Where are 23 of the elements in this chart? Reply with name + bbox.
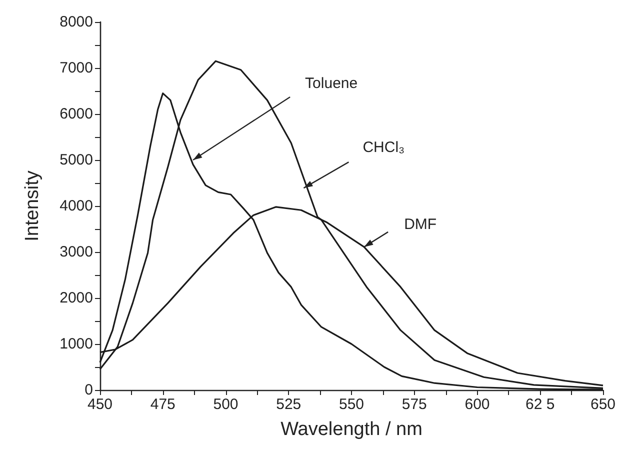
x-tick-label: 525 xyxy=(276,396,302,413)
y-tick-label: 7000 xyxy=(60,60,93,76)
x-tick-label: 575 xyxy=(402,396,427,413)
x-tick-label: 62 5 xyxy=(526,396,555,413)
annotation: Toluene xyxy=(305,75,358,92)
y-tick-label: 8000 xyxy=(60,14,93,30)
x-tick-label: 450 xyxy=(87,396,113,413)
y-tick-label: 5000 xyxy=(60,152,93,168)
x-axis-title: Wavelength / nm xyxy=(280,419,422,440)
x-tick-label: 650 xyxy=(590,396,616,413)
y-tick-label: 3000 xyxy=(60,244,93,260)
x-tick-label: 475 xyxy=(150,396,176,413)
y-tick-label: 0 xyxy=(84,382,93,398)
annotation: CHCl₃ xyxy=(362,139,405,156)
x-tick-label: 600 xyxy=(464,396,490,413)
y-tick-label: 6000 xyxy=(60,106,93,122)
y-tick-label: 1000 xyxy=(60,336,93,352)
annotation: DMF xyxy=(404,216,437,233)
y-tick-label: 4000 xyxy=(60,198,93,214)
x-tick-label: 500 xyxy=(213,396,238,413)
y-axis-title: Intensity xyxy=(22,170,43,242)
y-tick-label: 2000 xyxy=(60,290,93,306)
x-tick-label: 550 xyxy=(338,396,364,413)
